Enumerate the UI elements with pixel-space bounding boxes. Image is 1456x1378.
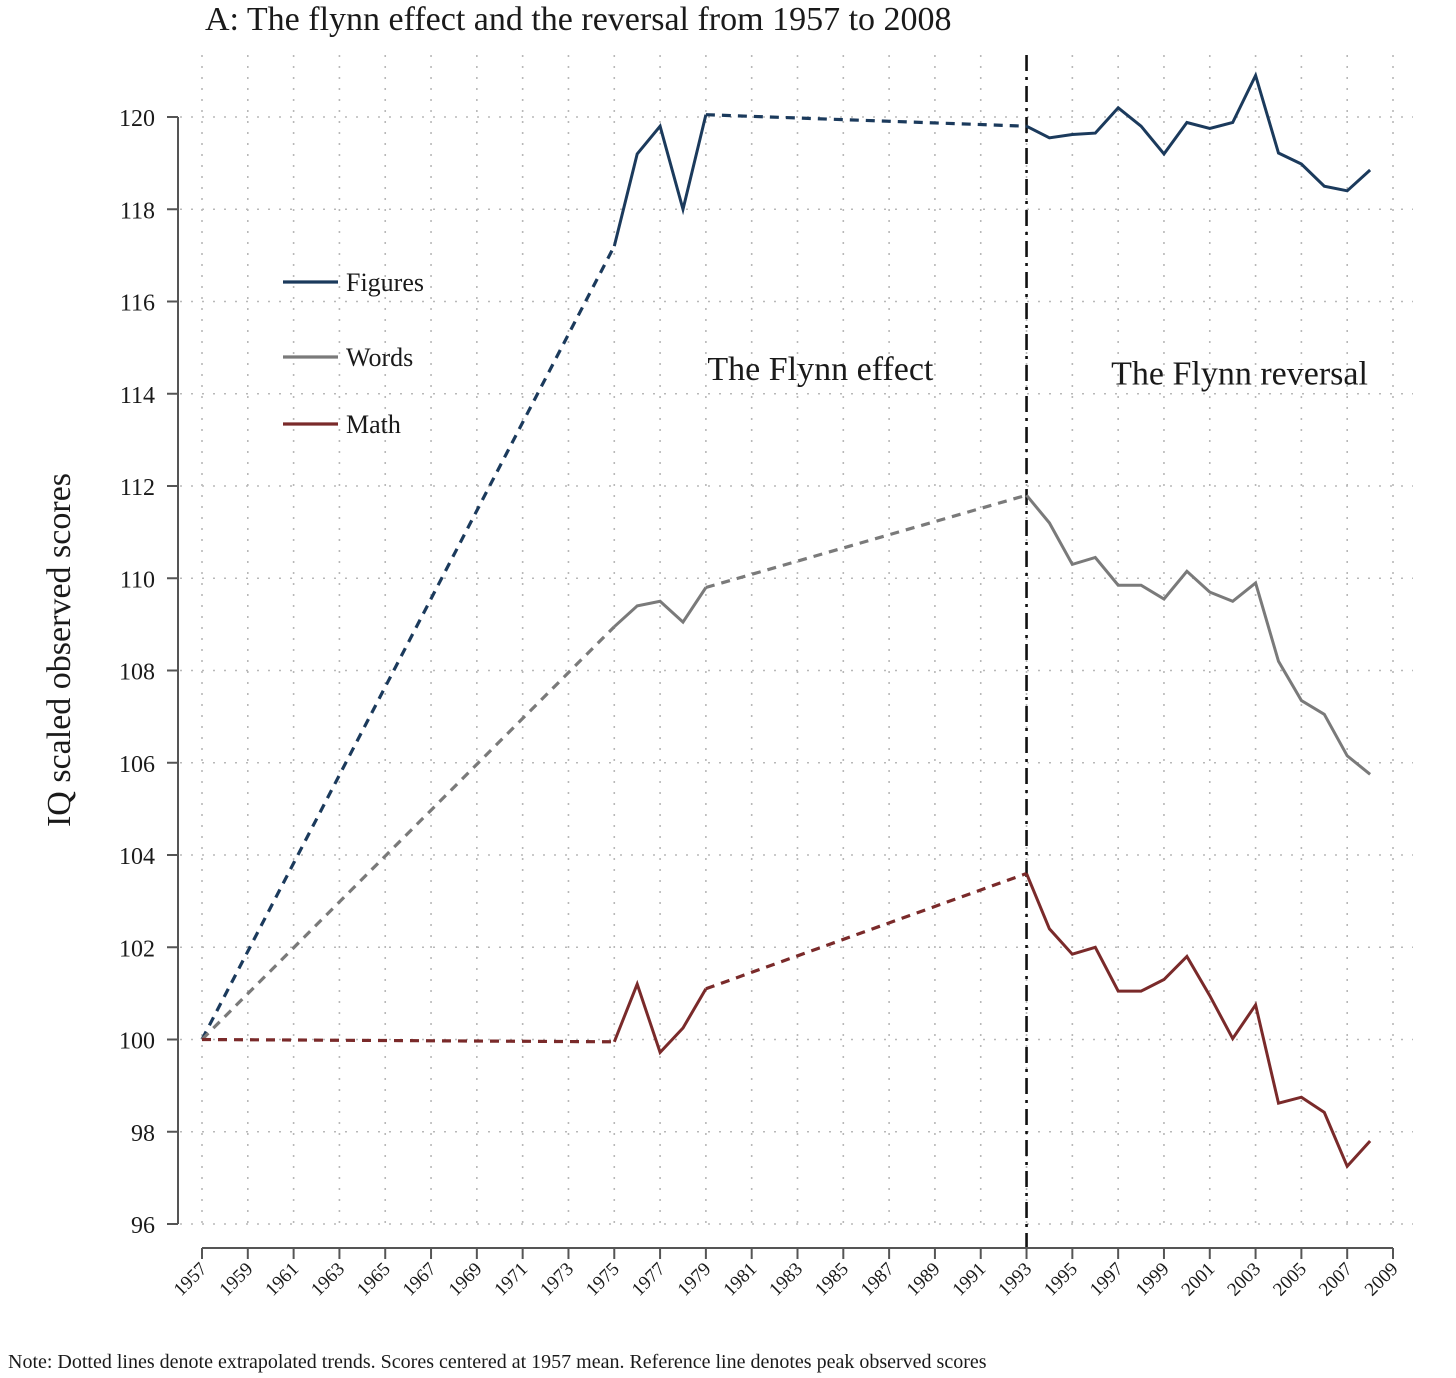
y-tick-label: 100 xyxy=(119,1029,155,1055)
x-tick-label: 1993 xyxy=(994,1259,1036,1301)
x-tick-label: 1983 xyxy=(765,1259,807,1301)
y-tick-label: 116 xyxy=(120,291,155,317)
x-tick-label: 2001 xyxy=(1178,1259,1220,1301)
axes: 96 98 100 102 104 106 108 110 112 114 116 118 120 195… xyxy=(119,106,1403,1300)
x-tick-label: 1987 xyxy=(857,1259,899,1301)
y-tick-label: 102 xyxy=(119,936,155,962)
y-tick-label: 118 xyxy=(120,198,155,224)
x-tick-label: 2009 xyxy=(1361,1259,1403,1301)
x-tick-label: 1981 xyxy=(720,1259,762,1301)
x-tick-label: 1999 xyxy=(1132,1259,1174,1301)
x-tick-label: 1973 xyxy=(536,1259,578,1301)
legend-label-figures: Figures xyxy=(346,268,424,297)
annotation-flynn-reversal: The Flynn reversal xyxy=(1111,356,1368,393)
words-extrapolated-line xyxy=(200,625,616,1041)
x-tick-label: 1979 xyxy=(674,1259,716,1301)
x-tick-label: 2007 xyxy=(1315,1259,1357,1301)
figures-extrapolated-line xyxy=(200,245,616,1041)
x-tick-label: 1963 xyxy=(307,1259,349,1301)
figures-extrapolated-line xyxy=(705,113,1027,128)
x-tick-label: 2005 xyxy=(1269,1259,1311,1301)
x-tick-label: 1957 xyxy=(170,1259,212,1301)
math-extrapolated-line xyxy=(201,1037,615,1044)
math-observed-line xyxy=(1025,872,1372,1170)
y-tick-label: 108 xyxy=(119,660,155,686)
x-tick-label: 1997 xyxy=(1086,1259,1128,1301)
x-tick-label: 1967 xyxy=(399,1259,441,1301)
series-lines xyxy=(200,71,1372,1170)
annotation-flynn-effect: The Flynn effect xyxy=(707,351,934,388)
x-tick-label: 1977 xyxy=(628,1259,670,1301)
x-tick-label: 1961 xyxy=(261,1259,303,1301)
x-tick-label: 1995 xyxy=(1040,1259,1082,1301)
y-tick-label: 112 xyxy=(120,475,155,501)
y-tick-label: 120 xyxy=(119,106,155,132)
x-tick-label: 1971 xyxy=(490,1259,532,1301)
chart-title: A: The flynn effect and the reversal fro… xyxy=(205,1,952,38)
y-axis-label: IQ scaled observed scores xyxy=(41,473,78,827)
words-observed-line xyxy=(1025,494,1372,776)
x-tick-label: 1989 xyxy=(903,1259,945,1301)
y-tick-label: 114 xyxy=(120,383,155,409)
y-tick-label: 96 xyxy=(131,1213,155,1239)
words-extrapolated-line xyxy=(705,493,1027,590)
y-tick-label: 106 xyxy=(119,752,155,778)
y-tick-label: 98 xyxy=(131,1121,155,1147)
x-tick-label: 1991 xyxy=(949,1259,991,1301)
x-tick-label: 1975 xyxy=(582,1259,624,1301)
x-tick-label: 1985 xyxy=(811,1259,853,1301)
legend-label-math: Math xyxy=(346,410,401,439)
math-extrapolated-line xyxy=(705,871,1028,991)
figures-observed-line xyxy=(612,114,708,247)
figures-observed-line xyxy=(1025,71,1372,193)
math-observed-line xyxy=(612,979,708,1056)
grid xyxy=(180,55,1413,1225)
x-tick-label: 1969 xyxy=(445,1259,487,1301)
x-tick-label: 1965 xyxy=(353,1259,395,1301)
legend: Figures Words Math xyxy=(283,268,424,439)
legend-label-words: Words xyxy=(346,343,413,372)
chart-note: Note: Dotted lines denote extrapolated t… xyxy=(8,1351,987,1373)
x-tick-label: 1959 xyxy=(216,1259,258,1301)
y-tick-label: 104 xyxy=(119,844,155,870)
words-observed-line xyxy=(613,586,708,628)
x-tick-label: 2003 xyxy=(1223,1259,1265,1301)
y-tick-label: 110 xyxy=(120,567,155,593)
